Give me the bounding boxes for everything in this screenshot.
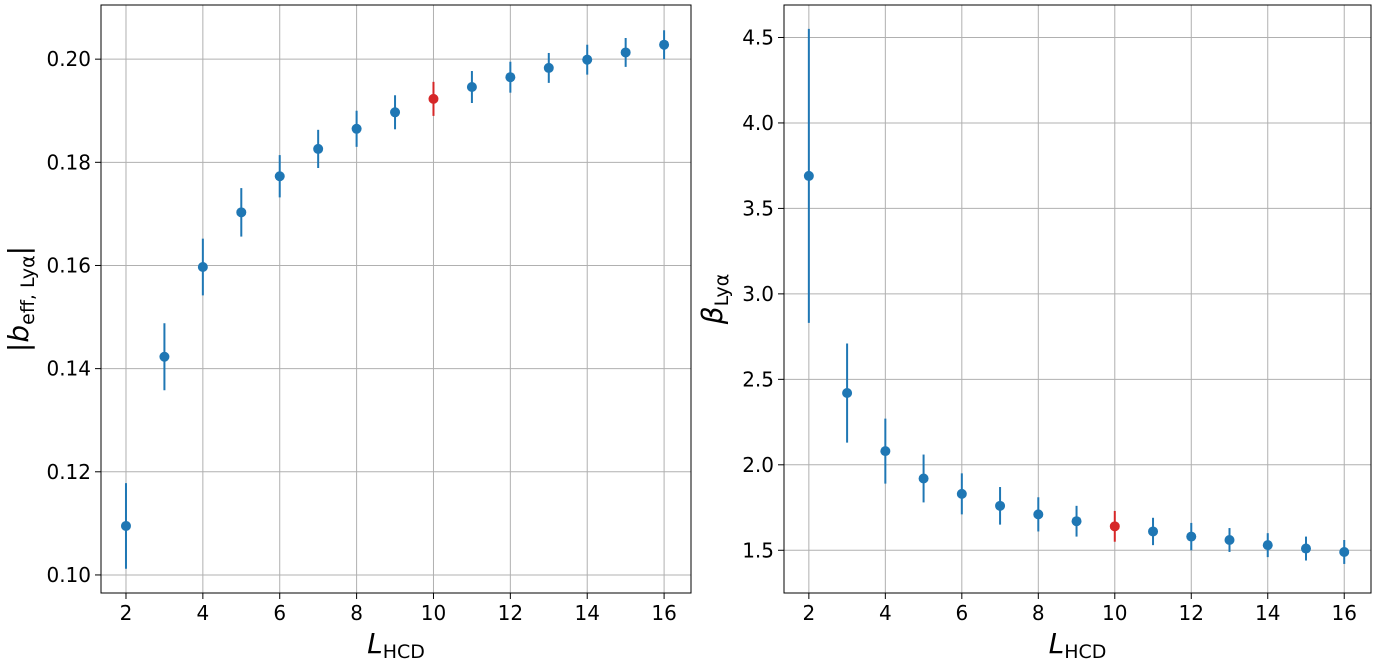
y-tick-label: 2.0 [742, 453, 774, 477]
y-tick-label: 3.0 [742, 282, 774, 306]
data-point [1186, 531, 1197, 542]
y-tick-label: 4.5 [742, 25, 774, 49]
data-point [505, 72, 516, 83]
data-point [1224, 535, 1235, 546]
data-point [313, 143, 324, 154]
data-point [1262, 540, 1273, 551]
data-point [918, 473, 929, 484]
x-axis-label-main: L [367, 627, 383, 660]
x-tick-label: 4 [879, 601, 892, 625]
x-tick-label: 10 [1102, 601, 1127, 625]
y-axis-label: βLyα [696, 274, 733, 326]
y-tick-label: 4.0 [742, 111, 774, 135]
data-point [1148, 526, 1159, 537]
y-tick-label: 0.10 [46, 563, 91, 587]
y-tick-label: 1.5 [742, 538, 774, 562]
y-axis-label-main: |b [2, 325, 35, 352]
data-point [1033, 509, 1044, 520]
y-axis-label-subscript: eff, Lyα [17, 255, 39, 324]
data-point [956, 488, 967, 499]
data-point [120, 520, 131, 531]
data-point [803, 170, 814, 181]
data-point [582, 54, 593, 65]
x-axis-label-main: L [1049, 627, 1065, 660]
data-point [274, 171, 285, 182]
x-tick-label: 12 [498, 601, 523, 625]
chart-panel-2: 2 4 6 8 10 12 14 16 1.5 2.0 2.5 3.0 3.5 4.0 4.5 LHCD βLy… [696, 4, 1372, 663]
data-point [1300, 543, 1311, 554]
data-point [620, 47, 631, 58]
y-tick-label: 3.5 [742, 196, 774, 220]
y-tick-label: 0.16 [46, 253, 91, 277]
data-point [351, 123, 362, 134]
x-axis-label: LHCD [367, 627, 425, 661]
y-axis-label-subscript: Lyα [711, 274, 733, 307]
y-axis-label-suffix: | [2, 246, 35, 255]
data-point [466, 82, 477, 93]
x-tick-label: 16 [651, 601, 676, 625]
data-point [842, 388, 853, 399]
data-point [543, 62, 554, 73]
y-axis-label-main: β [696, 306, 729, 325]
data-point [659, 39, 670, 50]
data-point [390, 107, 401, 118]
data-point [880, 446, 891, 457]
x-tick-label: 14 [1255, 601, 1280, 625]
data-point [1071, 516, 1082, 527]
x-tick-label: 2 [120, 601, 133, 625]
data-point [1109, 521, 1120, 532]
x-tick-label: 12 [1179, 601, 1204, 625]
y-tick-label: 2.5 [742, 367, 774, 391]
y-tick-label: 0.20 [46, 47, 91, 71]
data-point [428, 93, 439, 104]
data-point [159, 351, 170, 362]
y-axis-label: |beff, Lyα| [2, 246, 39, 352]
y-tick-label: 0.18 [46, 150, 91, 174]
plot-frame [100, 4, 692, 594]
x-tick-label: 4 [196, 601, 209, 625]
x-tick-label: 2 [802, 601, 815, 625]
data-point [1339, 546, 1350, 557]
x-tick-label: 16 [1332, 601, 1357, 625]
plot-frame [783, 4, 1372, 594]
x-tick-label: 6 [955, 601, 968, 625]
x-tick-label: 14 [574, 601, 599, 625]
x-tick-label: 6 [273, 601, 286, 625]
x-tick-label: 8 [350, 601, 363, 625]
x-axis-label-subscript: HCD [383, 641, 425, 661]
chart-panel-1: 2 4 6 8 10 12 14 16 0.10 0.12 0.14 0.16 0.18 0.20 LHCD… [2, 4, 692, 663]
data-point [236, 207, 247, 218]
x-tick-label: 8 [1032, 601, 1045, 625]
x-tick-label: 10 [421, 601, 446, 625]
x-axis-label-subscript: HCD [1064, 641, 1106, 661]
x-axis-label: LHCD [1049, 627, 1107, 661]
y-tick-label: 0.12 [46, 460, 91, 484]
y-tick-label: 0.14 [46, 357, 91, 381]
data-point [197, 262, 208, 273]
data-point [995, 500, 1006, 511]
